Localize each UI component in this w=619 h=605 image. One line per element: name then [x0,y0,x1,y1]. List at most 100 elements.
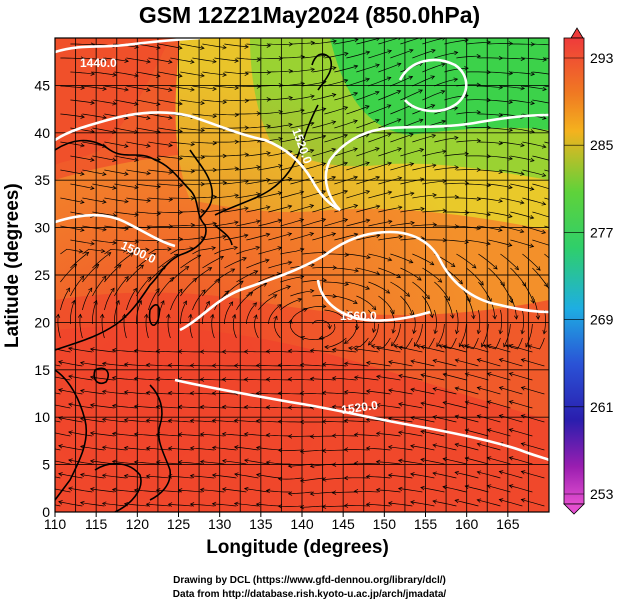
streamline-arrow [353,91,359,97]
streamline [55,476,61,479]
streamline-arrow [466,297,471,303]
streamline-arrow [397,486,403,492]
streamline-arrow [508,484,514,489]
streamline-arrow [134,101,139,106]
coast-philippines [149,384,171,501]
streamline-arrow [365,218,371,224]
streamline-arrow [124,275,129,281]
streamline-arrow [243,377,249,382]
streamline [525,323,533,348]
streamline-arrow [233,363,239,368]
streamline [280,136,304,143]
streamline [499,387,523,395]
streamline-arrow [248,291,254,297]
streamline [268,124,293,129]
streamline [522,57,547,61]
streamline-arrow [365,502,371,507]
streamline [200,489,225,493]
streamline-arrow [243,233,249,238]
streamline [510,267,527,287]
streamline [354,348,379,353]
streamline [224,99,249,102]
streamline [224,71,249,75]
streamline-arrow [476,329,482,335]
streamline-arrow [420,38,423,40]
streamline [244,379,269,381]
streamline-arrow [200,45,205,50]
streamline [302,190,326,199]
streamline [145,314,149,339]
streamline [465,457,489,465]
streamline [211,314,215,339]
streamline [82,85,107,90]
streamline [422,150,446,157]
streamline [180,278,197,297]
streamline-arrow [405,292,411,297]
streamline-arrow [551,244,555,248]
streamline [348,337,369,349]
streamline [258,192,282,199]
streamline-arrow [412,329,417,335]
streamline-arrow [222,72,227,77]
streamline [268,205,292,213]
streamline-arrow [408,259,414,264]
streamline-arrow [331,347,337,353]
streamline-arrow [464,428,470,433]
streamline [244,459,269,465]
lon-tick-label: 115 [85,516,108,532]
streamline [376,489,401,493]
streamline [487,344,511,353]
streamline [280,219,304,227]
streamline [60,85,85,89]
streamline-arrow [124,143,129,149]
streamline-arrow [174,253,179,258]
streamline [180,300,187,325]
colorbar-gradient [563,37,585,505]
streamline-arrow [386,104,392,109]
colorbar-bottom-arrow [563,503,585,515]
streamline [170,141,195,145]
streamline [478,197,503,202]
streamline [190,392,215,395]
streamline-arrow [297,297,303,303]
streamline [356,64,380,73]
streamline [376,375,401,381]
streamline [70,127,95,133]
streamline-arrow [344,252,350,258]
streamline-arrow [520,56,526,62]
streamline-arrow [106,252,112,257]
streamline [124,475,149,479]
streamline [178,406,203,409]
streamline-arrow [322,277,328,283]
streamline [70,275,84,297]
streamline-arrow [244,71,250,77]
streamline-arrow [145,502,151,507]
streamline [180,210,205,213]
streamline [522,141,546,148]
streamline-arrow [388,388,393,393]
streamline [390,192,414,199]
streamline-arrow [243,349,249,354]
lon-tick-label: 145 [331,516,355,532]
streamline-arrow [508,400,514,405]
streamline-arrow [374,118,380,124]
streamline-arrow [265,377,271,382]
streamline-arrow [413,342,418,347]
streamline [212,447,237,451]
streamline [422,180,447,185]
streamline [222,433,247,437]
streamline-arrow [79,275,85,281]
streamline-arrow [287,405,293,410]
streamline-arrow [112,240,117,245]
streamline [246,152,271,157]
streamline [114,155,139,161]
streamline [334,148,358,157]
streamline-arrow [124,58,129,63]
streamline [532,211,549,218]
streamline [266,461,291,465]
streamline-arrow [348,346,353,351]
streamline-arrow [479,281,484,286]
streamline [300,477,325,482]
streamline-arrow [541,144,547,149]
streamline-arrow [365,389,371,394]
